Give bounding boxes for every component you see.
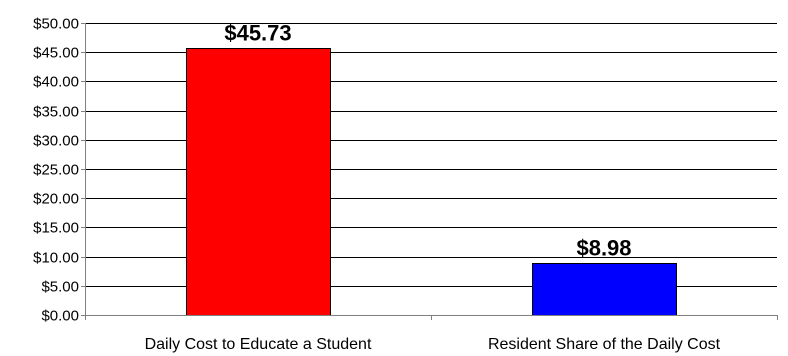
data-label-2: $8.98	[576, 236, 631, 261]
y-tick-label: $0.00	[41, 308, 79, 325]
y-tick-label: $20.00	[33, 191, 79, 208]
y-tick-label: $30.00	[33, 133, 79, 150]
y-tick-label: $25.00	[33, 162, 79, 179]
bars	[186, 48, 677, 316]
y-tick-label: $40.00	[33, 74, 79, 91]
data-labels: $45.73 $8.98	[224, 21, 631, 261]
category-label-1: Daily Cost to Educate a Student	[145, 336, 372, 353]
category-label-2: Resident Share of the Daily Cost	[488, 336, 721, 353]
axes	[81, 23, 778, 320]
y-axis-tick-labels: $0.00 $5.00 $10.00 $15.00 $20.00 $25.00 $30.00…	[33, 16, 79, 325]
y-tick-label: $35.00	[33, 104, 79, 121]
y-tick-label: $15.00	[33, 220, 79, 237]
y-tick-label: $10.00	[33, 250, 79, 267]
y-tick-label: $45.00	[33, 45, 79, 62]
category-labels: Daily Cost to Educate a Student Resident …	[145, 336, 721, 353]
data-label-1: $45.73	[224, 21, 291, 46]
y-tick-label: $50.00	[33, 16, 79, 33]
y-tick-label: $5.00	[41, 279, 79, 296]
bar-2	[532, 263, 677, 316]
bar-1	[186, 48, 331, 316]
